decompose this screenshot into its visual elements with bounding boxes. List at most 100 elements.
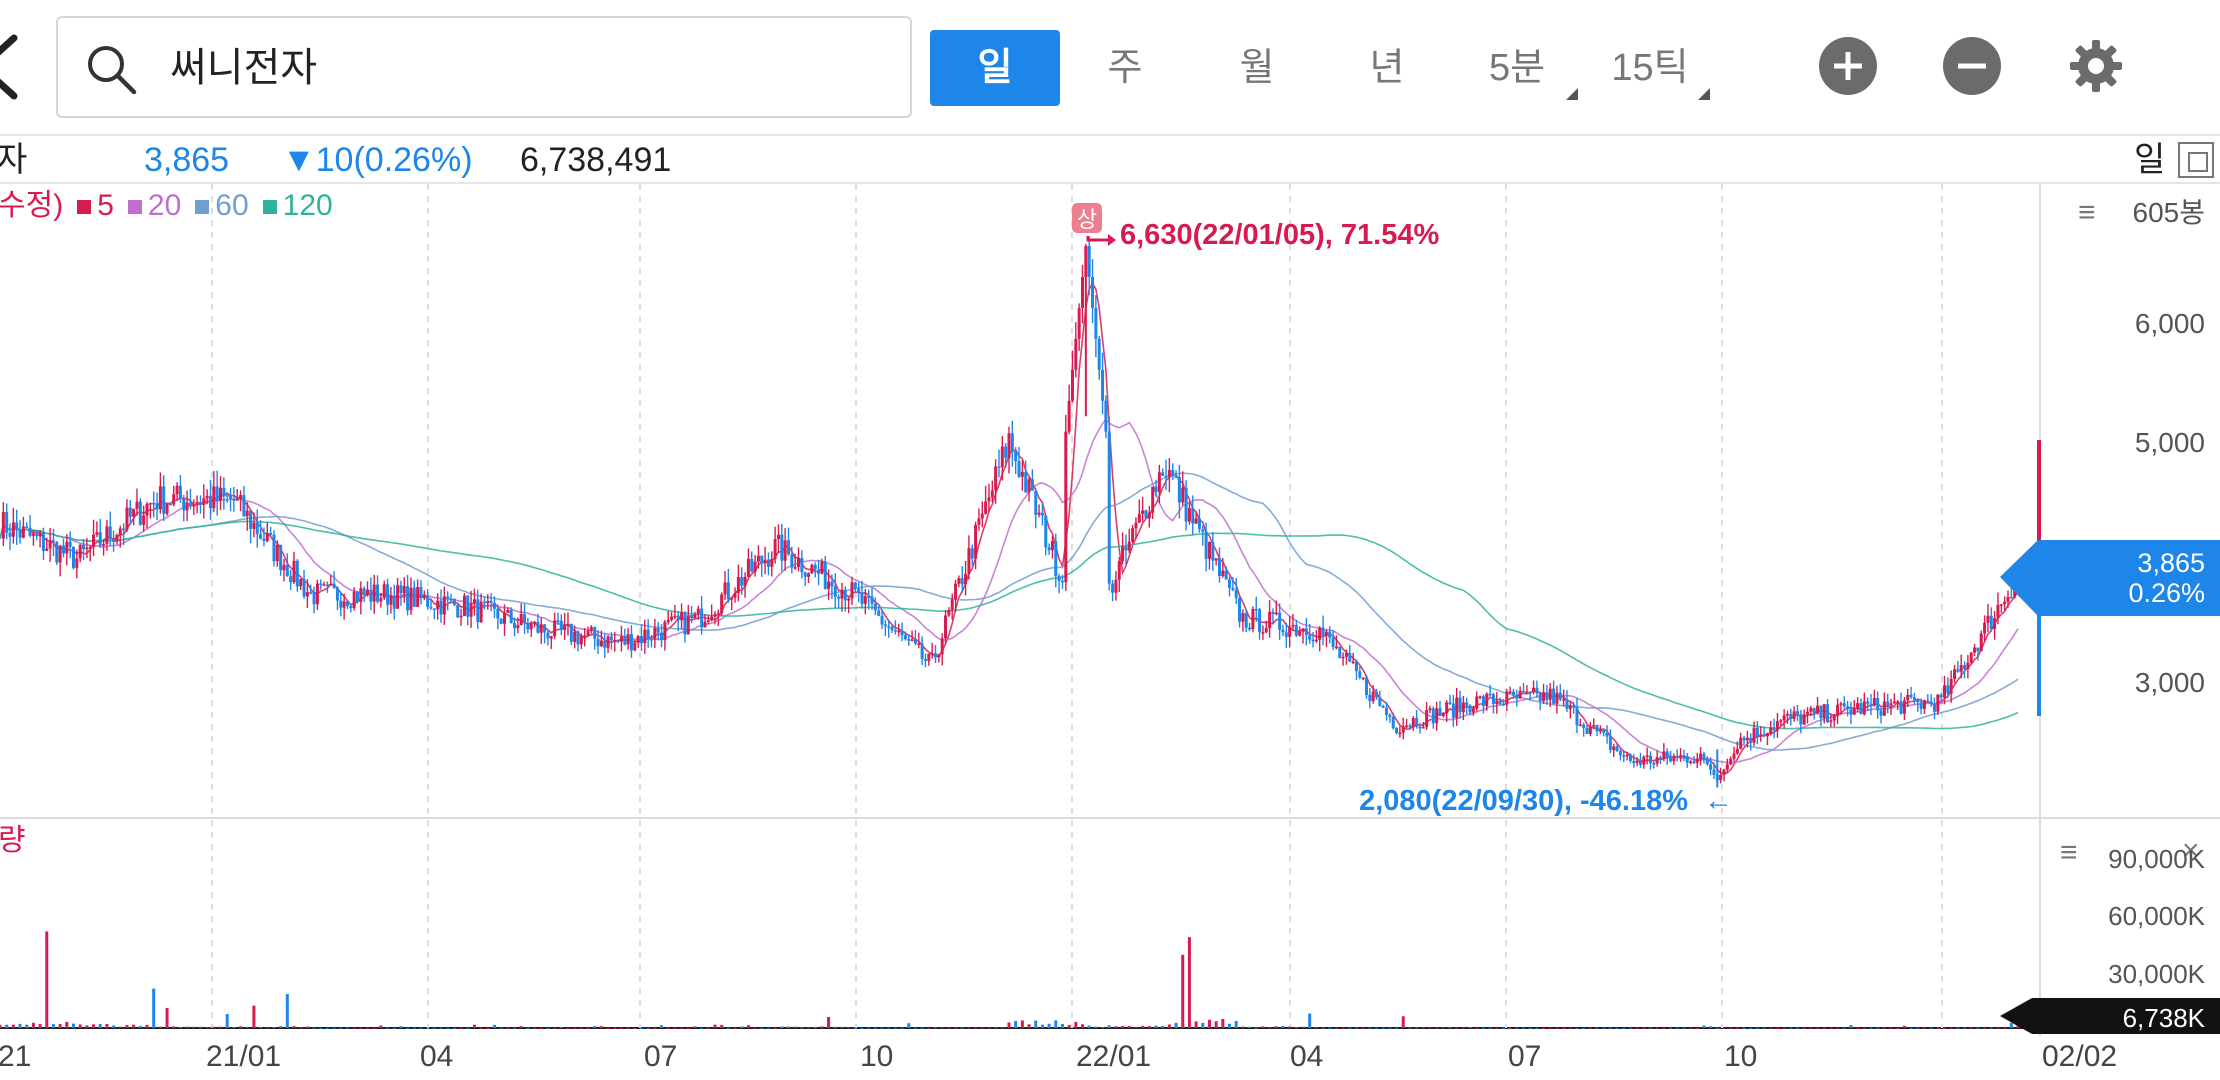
candle-body (1986, 615, 1990, 623)
volume-bar (285, 993, 289, 1028)
volume-bar (18, 1023, 22, 1028)
candle-body (706, 620, 710, 622)
volume-bar (259, 1026, 263, 1028)
candle-body (1254, 609, 1258, 611)
candle-body (596, 638, 600, 647)
candle-body (212, 486, 216, 509)
candle-body (1652, 763, 1656, 765)
candle-body (686, 615, 690, 635)
candle-body (1388, 714, 1392, 717)
candle-body (1274, 612, 1278, 615)
candle-body (1528, 691, 1532, 693)
volume-bar (5, 1024, 9, 1028)
candle-body (910, 639, 914, 641)
zoom-in-icon[interactable] (1818, 36, 1878, 96)
expand-icon[interactable] (2178, 142, 2214, 178)
candle-body (1411, 717, 1415, 728)
candle-body (35, 533, 39, 537)
candle-body (1602, 730, 1606, 733)
zoom-out-icon[interactable] (1942, 36, 2002, 96)
candle-body (740, 577, 744, 586)
candle-body (619, 636, 623, 642)
candle-body (883, 624, 887, 627)
menu-icon[interactable]: ≡ (2078, 196, 2096, 229)
volume-bar (1495, 1027, 1499, 1029)
candle-body (1034, 490, 1038, 515)
volume-bar (827, 1016, 831, 1028)
candle-body (1819, 705, 1823, 719)
volume-bar (1214, 1021, 1218, 1028)
candle-body (1645, 755, 1649, 757)
volume-bar (1475, 1027, 1479, 1029)
candle-body (1164, 475, 1168, 478)
stock-name-fragment: 자 (0, 141, 28, 179)
candle-body (252, 522, 256, 529)
volume-bar (1976, 1027, 1980, 1029)
search-input[interactable]: 써니전자 (56, 16, 912, 118)
candle-body (1351, 661, 1355, 664)
candle-body (1348, 653, 1352, 662)
candle-body (312, 592, 316, 605)
candle-body (1632, 760, 1636, 763)
candle-body (1184, 487, 1188, 522)
candle-body (1147, 512, 1151, 519)
tab-5min[interactable]: 5분 (1488, 47, 1546, 89)
candle-body (1471, 708, 1475, 713)
volume-menu-icon[interactable]: ≡ (2060, 836, 2078, 869)
candle-body (1916, 700, 1920, 703)
candle-body (406, 586, 410, 611)
candle-body (1665, 751, 1669, 758)
candle-body (1064, 431, 1068, 583)
candle-body (302, 579, 306, 597)
volume-bar (1562, 1027, 1566, 1029)
current-volume-tag (2000, 998, 2220, 1034)
volume-bar (112, 1025, 116, 1028)
candle-body (1451, 703, 1455, 718)
back-icon[interactable] (0, 30, 30, 104)
candle-body (1455, 697, 1459, 718)
volume-bar (138, 1025, 142, 1028)
close-icon[interactable]: × (2182, 834, 2200, 867)
candle-body (138, 501, 142, 525)
candle-body (1258, 609, 1262, 633)
volume-bar (793, 1026, 797, 1028)
candle-body (900, 630, 904, 636)
tab-month[interactable]: 월 (1239, 47, 1275, 89)
volume-bar (626, 1027, 630, 1029)
candle-body (315, 583, 319, 605)
gear-icon[interactable] (2066, 36, 2126, 96)
candle-body (92, 534, 96, 548)
tab-day[interactable]: 일 (930, 30, 1060, 106)
candle-body (1214, 558, 1218, 561)
candle-body (289, 576, 293, 583)
volume-bar (1194, 1021, 1198, 1028)
candle-body (947, 609, 951, 616)
volume-bar (1268, 1027, 1272, 1029)
candle-body (25, 526, 29, 528)
stock-chart[interactable]: 605봉 ≡ 6,000 5,000 3,000 3,865 0.26% 상 6… (0, 184, 2220, 1080)
candle-body (128, 507, 132, 517)
volume-bar (1067, 1024, 1071, 1028)
tab-15tick[interactable]: 15틱 (1611, 47, 1689, 89)
candle-body (1425, 710, 1429, 728)
candle-body (626, 634, 630, 645)
volume-bar (272, 1027, 276, 1029)
volume-bar (853, 1027, 857, 1029)
candle-body (743, 576, 747, 586)
search-icon (88, 46, 137, 95)
volume-bar (1087, 1025, 1091, 1028)
candle-body (242, 495, 246, 517)
volume-bar (1228, 1023, 1232, 1028)
candle-body (1849, 709, 1853, 715)
tab-year[interactable]: 년 (1369, 47, 1405, 89)
volume-bar (1535, 1027, 1539, 1029)
volume-bar (1528, 1027, 1532, 1029)
candle-body (1822, 704, 1826, 719)
candle-body (382, 584, 386, 599)
candle-body (576, 631, 580, 645)
volume-bar (125, 1025, 129, 1028)
volume-bar (0, 1024, 2, 1028)
volume-bar (753, 1027, 757, 1029)
volume-bar (1615, 1027, 1619, 1029)
tab-week[interactable]: 주 (1107, 47, 1143, 89)
